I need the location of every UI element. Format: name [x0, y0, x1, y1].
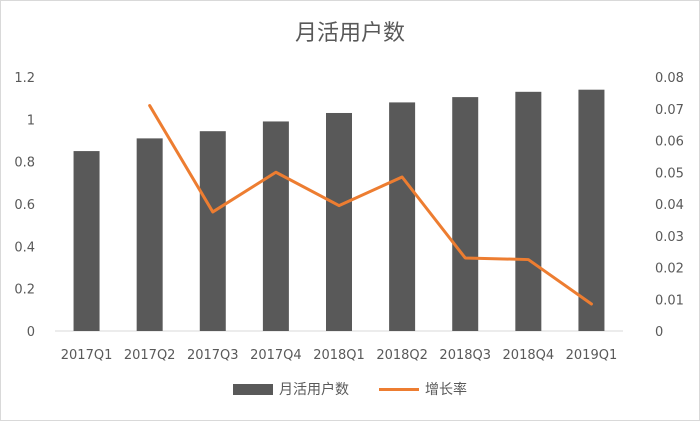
- bar: [452, 97, 479, 331]
- bar: [326, 112, 352, 331]
- y-left-tick-label: 0.4: [14, 240, 35, 255]
- bar: [136, 138, 163, 331]
- y-right-tick-label: 0.08: [655, 71, 684, 86]
- y-left-tick-label: 0.6: [14, 198, 35, 213]
- x-tick-label: 2017Q2: [124, 348, 176, 363]
- y-left-tick-label: 1: [27, 113, 35, 128]
- bar: [389, 102, 416, 332]
- bar: [262, 121, 289, 331]
- y-right-tick-label: 0.02: [655, 262, 684, 277]
- y-right-tick-label: 0: [655, 325, 663, 340]
- growth-rate-line: [148, 104, 593, 306]
- legend-item-line[interactable]: 增长率: [379, 379, 467, 399]
- legend-swatch-line: [379, 387, 419, 391]
- y-right-tick-label: 0.07: [655, 103, 684, 118]
- chart-title: 月活用户数: [294, 21, 405, 46]
- y-left-tick-label: 0.8: [14, 156, 35, 171]
- x-tick-label: 2018Q2: [376, 348, 428, 363]
- chart-legend: 月活用户数 增长率: [1, 379, 699, 399]
- x-tick-label: 2019Q1: [566, 348, 618, 363]
- legend-swatch-bar: [233, 383, 273, 395]
- y-right-tick-label: 0.05: [655, 166, 684, 181]
- bar: [515, 91, 542, 331]
- bar: [199, 131, 226, 331]
- x-tick-label: 2017Q4: [250, 348, 302, 363]
- y-left-tick-label: 0.2: [14, 283, 35, 298]
- y-right-tick-label: 0.01: [655, 293, 684, 308]
- x-tick-label: 2018Q1: [313, 348, 365, 363]
- y-left-tick-label: 0: [27, 325, 35, 340]
- legend-item-bar[interactable]: 月活用户数: [233, 379, 349, 399]
- legend-label-bar: 月活用户数: [279, 382, 349, 398]
- y-right-tick-label: 0.04: [655, 198, 684, 213]
- y-right-tick-label: 0.06: [655, 135, 684, 150]
- x-tick-label: 2017Q1: [61, 348, 113, 363]
- x-tick-label: 2018Q3: [439, 348, 491, 363]
- x-tick-label: 2018Q4: [503, 348, 555, 363]
- x-tick-label: 2017Q3: [187, 348, 239, 363]
- y-right-tick-label: 0.03: [655, 230, 684, 245]
- bar: [578, 89, 605, 331]
- y-left-tick-label: 1.2: [14, 71, 35, 86]
- legend-label-line: 增长率: [425, 382, 467, 398]
- bar: [73, 151, 100, 331]
